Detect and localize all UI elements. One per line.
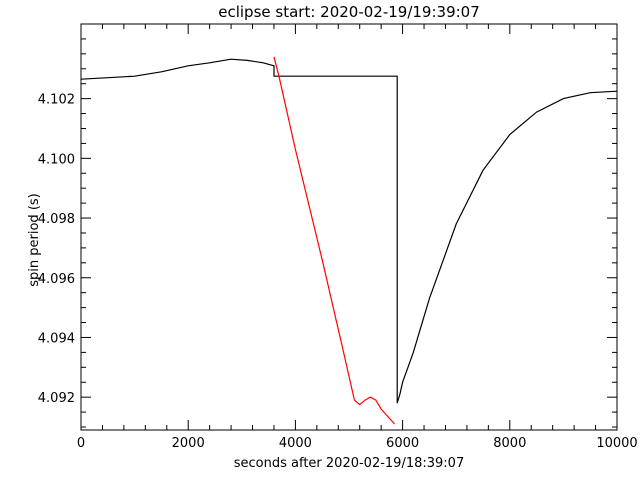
x-tick-label: 4000 xyxy=(279,436,312,451)
x-tick-label: 6000 xyxy=(386,436,419,451)
y-tick-label: 4.102 xyxy=(38,93,75,108)
x-tick-label: 10000 xyxy=(596,436,637,451)
series-lines xyxy=(80,56,618,425)
x-tick-label: 0 xyxy=(77,436,85,451)
x-tick-label: 8000 xyxy=(493,436,526,451)
y-tick-label: 4.098 xyxy=(38,212,75,227)
y-axis-label: spin period (s) xyxy=(27,193,42,286)
x-axis-label: seconds after 2020-02-19/18:39:07 xyxy=(234,456,464,471)
plot-frame xyxy=(80,23,618,431)
y-tick-label: 4.100 xyxy=(38,152,75,167)
series-line-red xyxy=(273,56,396,425)
axes: 0 2000 4000 6000 8000 10000 4.092 4.094 4.096 4.0… xyxy=(38,23,638,451)
series-line-black xyxy=(80,58,618,404)
y-tick-label: 4.092 xyxy=(38,391,75,406)
chart-title: eclipse start: 2020-02-19/19:39:07 xyxy=(218,3,480,21)
y-tick-label: 4.094 xyxy=(38,331,75,346)
x-tick-label: 2000 xyxy=(172,436,205,451)
y-tick-label: 4.096 xyxy=(38,272,75,287)
